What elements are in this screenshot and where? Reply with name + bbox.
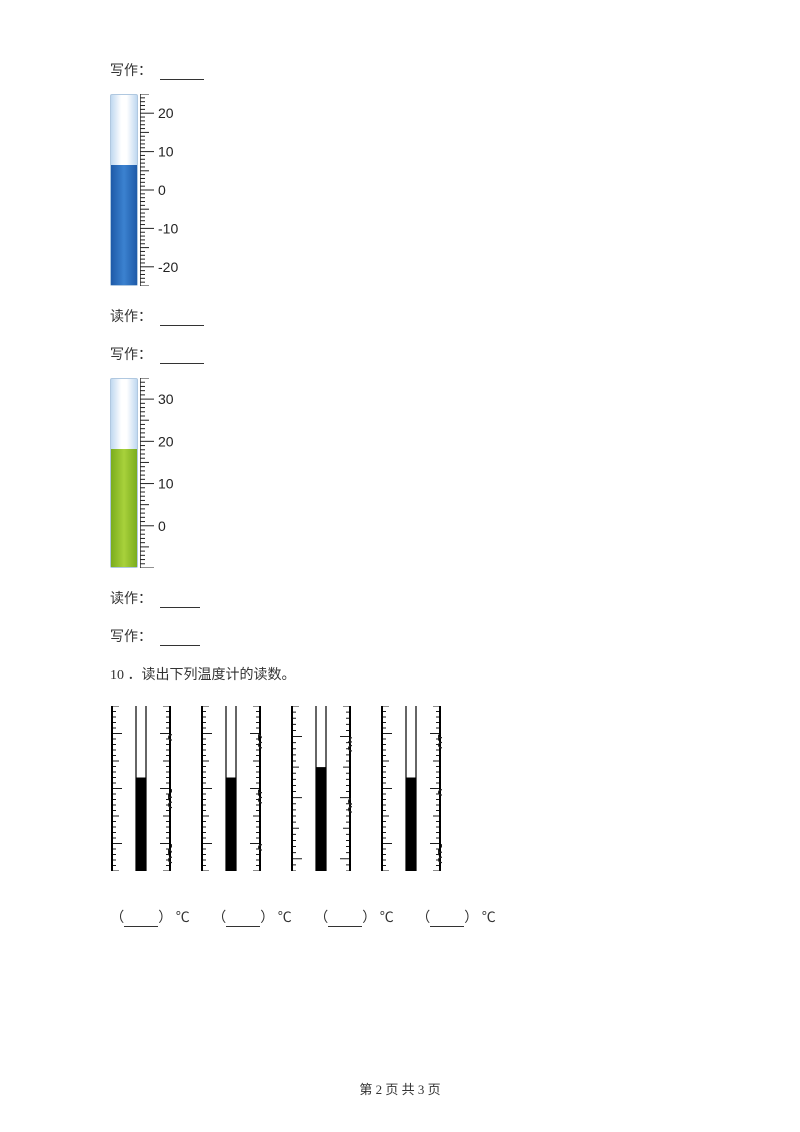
read-blank-1[interactable] [160,312,204,326]
read-label-2: 读作： [110,592,152,607]
read-blank-2[interactable] [160,594,200,608]
thermometer-blue: 20 10 0 -10 -20 [110,94,690,286]
read-label-1: 读作： [110,310,152,325]
rparen: ） [158,911,172,926]
bw-thermometer-3: 40 30 [290,706,352,871]
bw-thermometer-row: 0 -10 -20 20 10 0 40 30 10 0 -10 [110,706,690,871]
svg-text:10: 10 [158,476,174,492]
svg-text:0: 0 [255,844,262,852]
bw-thermometer-1: 0 -10 -20 [110,706,172,871]
thermometer-tube-blue [110,94,138,286]
write-blank-1[interactable] [160,66,204,80]
write-blank-2[interactable] [160,350,204,364]
thermometer-scale-blue: 20 10 0 -10 -20 [140,94,200,286]
write-line-3: 写作： [110,626,690,646]
answer-blank-2[interactable] [226,915,260,927]
write-blank-3[interactable] [160,632,200,646]
answer-row: （ ） ℃ （ ） ℃ （ ） ℃ （ ） ℃ [110,907,690,927]
answer-cell-2: （ ） ℃ [212,907,292,927]
svg-text:40: 40 [345,737,352,753]
footer-text: 第 2 页 共 3 页 [359,1082,440,1097]
answer-cell-1: （ ） ℃ [110,907,190,927]
svg-text:30: 30 [158,391,174,407]
rparen: ） [464,911,478,926]
answer-blank-3[interactable] [328,915,362,927]
svg-text:-10: -10 [435,844,442,864]
celsius-label: ℃ [376,911,394,926]
lparen: （ [314,911,328,926]
svg-text:-10: -10 [165,789,172,809]
thermometer-green: 30 20 10 0 [110,378,690,568]
svg-text:-10: -10 [158,220,178,236]
svg-text:20: 20 [158,105,174,121]
bw-thermometer-4: 10 0 -10 [380,706,442,871]
answer-blank-4[interactable] [430,915,464,927]
write-line-2: 写作： [110,344,690,364]
rparen: ） [362,911,376,926]
celsius-label: ℃ [172,911,190,926]
svg-text:20: 20 [158,433,174,449]
svg-text:0: 0 [158,182,166,198]
bw-thermometer-2: 20 10 0 [200,706,262,871]
question-10: 10 ．读出下列温度计的读数。 [110,664,690,684]
svg-text:0: 0 [158,518,166,534]
svg-text:20: 20 [255,734,262,750]
write-label-3: 写作： [110,630,152,645]
answer-blank-1[interactable] [124,915,158,927]
write-label-2: 写作： [110,348,152,363]
lparen: （ [416,911,430,926]
celsius-label: ℃ [274,911,292,926]
thermometer-tube-green [110,378,138,568]
svg-text:30: 30 [345,798,352,814]
write-label-1: 写作： [110,64,152,79]
svg-text:10: 10 [158,144,174,160]
thermometer-fill-blue [111,165,137,285]
svg-text:-20: -20 [158,259,178,275]
celsius-label: ℃ [478,911,496,926]
thermometer-fill-green [111,449,137,567]
rparen: ） [260,911,274,926]
read-line-2: 读作： [110,588,690,608]
lparen: （ [110,911,124,926]
svg-text:10: 10 [255,789,262,805]
svg-text:-20: -20 [165,844,172,864]
svg-text:0: 0 [165,734,172,742]
write-line-1: 写作： [110,60,690,80]
lparen: （ [212,911,226,926]
answer-cell-3: （ ） ℃ [314,907,394,927]
svg-text:0: 0 [435,789,442,797]
answer-cell-4: （ ） ℃ [416,907,496,927]
question-10-text: 10 ．读出下列温度计的读数。 [110,668,296,683]
thermometer-scale-green: 30 20 10 0 [140,378,200,568]
read-line-1: 读作： [110,306,690,326]
page-footer: 第 2 页 共 3 页 [0,1079,800,1098]
svg-text:10: 10 [435,734,442,750]
